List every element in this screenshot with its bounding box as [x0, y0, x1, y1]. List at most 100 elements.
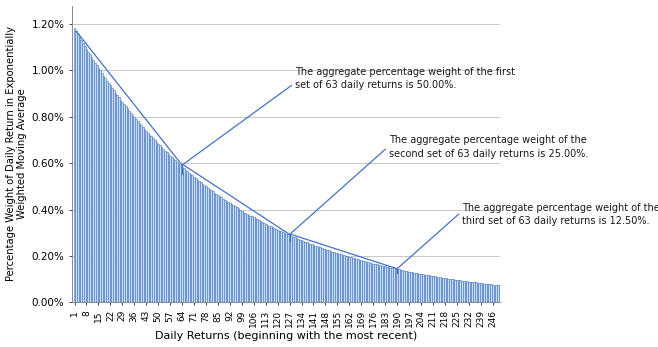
- Bar: [381, 265, 383, 302]
- Bar: [111, 88, 113, 302]
- Bar: [323, 249, 324, 302]
- Bar: [357, 260, 359, 302]
- Bar: [282, 232, 284, 302]
- Bar: [101, 73, 103, 302]
- Bar: [497, 285, 499, 302]
- Bar: [482, 283, 484, 302]
- Bar: [161, 147, 163, 302]
- Bar: [315, 246, 316, 302]
- Bar: [321, 248, 323, 302]
- Bar: [451, 279, 453, 302]
- Bar: [268, 226, 270, 302]
- Bar: [434, 276, 436, 302]
- Bar: [123, 104, 125, 302]
- Bar: [487, 284, 488, 302]
- Bar: [80, 40, 82, 302]
- Bar: [480, 283, 482, 302]
- Bar: [447, 279, 449, 302]
- Bar: [265, 224, 266, 302]
- Bar: [120, 100, 122, 302]
- Bar: [429, 276, 430, 302]
- Bar: [328, 251, 330, 302]
- Bar: [132, 115, 134, 302]
- Bar: [243, 212, 244, 302]
- Bar: [92, 60, 94, 302]
- Bar: [142, 127, 143, 302]
- Bar: [342, 255, 343, 302]
- Bar: [217, 195, 218, 302]
- Bar: [345, 256, 347, 302]
- Bar: [203, 185, 205, 302]
- Bar: [151, 136, 152, 302]
- Bar: [171, 157, 172, 302]
- Bar: [77, 34, 79, 302]
- Bar: [241, 211, 243, 302]
- X-axis label: Daily Returns (beginning with the most recent): Daily Returns (beginning with the most r…: [155, 331, 417, 341]
- Bar: [105, 78, 106, 302]
- Bar: [128, 110, 130, 302]
- Bar: [169, 155, 171, 302]
- Bar: [79, 37, 80, 302]
- Bar: [154, 140, 155, 302]
- Bar: [168, 154, 169, 302]
- Bar: [88, 52, 89, 302]
- Bar: [137, 121, 139, 302]
- Bar: [335, 253, 336, 302]
- Bar: [473, 282, 475, 302]
- Bar: [180, 165, 181, 302]
- Bar: [266, 225, 268, 302]
- Bar: [89, 54, 91, 302]
- Bar: [143, 129, 145, 302]
- Bar: [260, 221, 261, 302]
- Bar: [311, 244, 313, 302]
- Bar: [113, 90, 114, 302]
- Bar: [234, 206, 236, 302]
- Bar: [114, 93, 116, 302]
- Bar: [417, 273, 418, 302]
- Bar: [249, 215, 251, 302]
- Bar: [396, 269, 398, 302]
- Bar: [379, 265, 381, 302]
- Bar: [459, 280, 461, 302]
- Bar: [270, 226, 272, 302]
- Bar: [350, 257, 352, 302]
- Bar: [220, 197, 222, 302]
- Bar: [84, 46, 86, 302]
- Bar: [224, 200, 226, 302]
- Bar: [244, 213, 246, 302]
- Bar: [318, 247, 320, 302]
- Bar: [261, 222, 263, 302]
- Bar: [425, 275, 427, 302]
- Bar: [139, 123, 140, 302]
- Bar: [152, 138, 154, 302]
- Bar: [178, 163, 180, 302]
- Text: The aggregate percentage weight of the
second set of 63 daily returns is 25.00%.: The aggregate percentage weight of the s…: [389, 135, 588, 159]
- Bar: [410, 272, 412, 302]
- Bar: [490, 285, 492, 302]
- Bar: [432, 276, 434, 302]
- Bar: [76, 31, 77, 302]
- Bar: [418, 274, 420, 302]
- Bar: [174, 160, 176, 302]
- Bar: [424, 274, 425, 302]
- Bar: [297, 239, 299, 302]
- Bar: [484, 283, 485, 302]
- Bar: [205, 186, 207, 302]
- Bar: [494, 285, 495, 302]
- Bar: [304, 242, 306, 302]
- Bar: [284, 233, 286, 302]
- Bar: [253, 218, 255, 302]
- Bar: [453, 279, 454, 302]
- Bar: [430, 276, 432, 302]
- Bar: [386, 267, 388, 302]
- Bar: [463, 281, 465, 302]
- Bar: [316, 246, 318, 302]
- Bar: [374, 264, 376, 302]
- Bar: [149, 135, 151, 302]
- Bar: [183, 168, 185, 302]
- Bar: [399, 270, 401, 302]
- Bar: [86, 49, 88, 302]
- Bar: [299, 239, 301, 302]
- Bar: [240, 210, 241, 302]
- Bar: [222, 198, 224, 302]
